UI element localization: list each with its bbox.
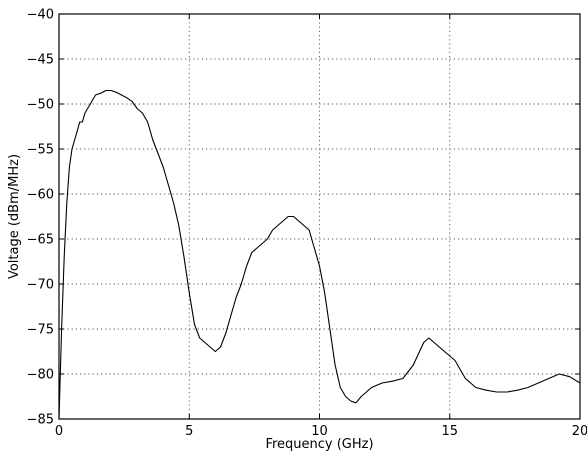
y-tick-label: −50 (27, 98, 54, 113)
grid-layer (59, 14, 580, 419)
x-tick-label: 5 (185, 424, 193, 439)
x-tick-label: 15 (441, 424, 458, 439)
y-axis-label: Voltage (dBm/MHz) (7, 154, 22, 279)
y-tick-label: −55 (27, 143, 54, 158)
y-tick-label: −75 (27, 323, 54, 338)
tick-layer: 0 5 10 15 20 −85 −80 −75 −70 −65 −60 −55 −50 −45 −40 (27, 8, 587, 440)
y-tick-label: −45 (27, 53, 54, 68)
series-layer (58, 89, 581, 420)
x-axis-label: Frequency (GHz) (265, 437, 373, 452)
y-tick-label: −65 (27, 233, 54, 248)
y-tick-label: −85 (27, 413, 54, 428)
y-tick-label: −80 (27, 368, 54, 383)
series-line-0 (58, 89, 581, 420)
x-tick-label: 0 (55, 424, 63, 439)
y-tick-label: −40 (27, 8, 54, 23)
y-tick-label: −70 (27, 278, 54, 293)
x-tick-label: 20 (572, 424, 587, 439)
x-tick-label: 10 (311, 424, 328, 439)
y-tick-label: −60 (27, 188, 54, 203)
